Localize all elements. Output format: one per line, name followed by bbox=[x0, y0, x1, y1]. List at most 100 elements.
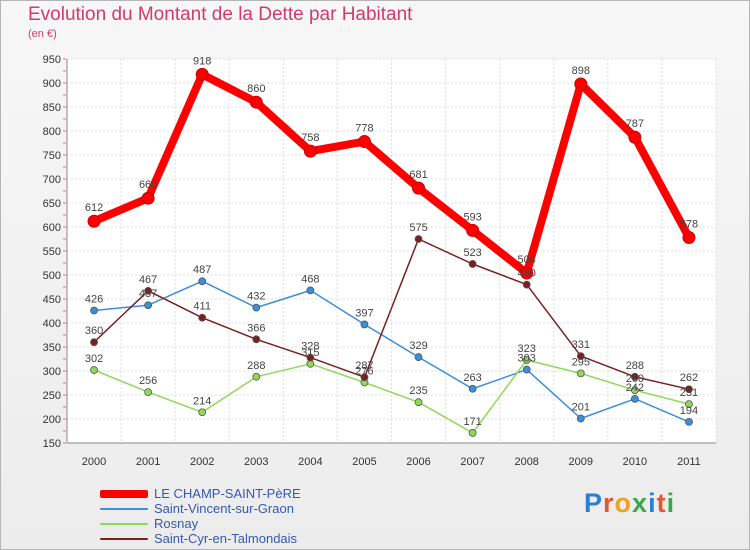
data-label: 276 bbox=[355, 366, 373, 378]
logo-letter: P bbox=[584, 488, 604, 518]
y-tick-label: 800 bbox=[43, 126, 61, 138]
data-label: 898 bbox=[572, 65, 590, 77]
legend-item: Saint-Cyr-en-Talmondais bbox=[100, 531, 301, 546]
data-label: 575 bbox=[409, 222, 427, 234]
data-label: 523 bbox=[463, 247, 481, 259]
data-label: 487 bbox=[193, 264, 211, 276]
x-tick-label: 2003 bbox=[244, 456, 268, 468]
series-point-3 bbox=[90, 338, 98, 347]
data-label: 918 bbox=[193, 55, 211, 67]
legend-item: Rosnay bbox=[100, 516, 301, 531]
data-label: 426 bbox=[85, 294, 103, 306]
series-point-0 bbox=[574, 77, 588, 91]
y-tick-label: 500 bbox=[43, 270, 61, 282]
series-point-3 bbox=[576, 352, 585, 361]
y-tick-label: 900 bbox=[43, 78, 61, 90]
series-point-1 bbox=[198, 277, 207, 286]
logo-letter: t bbox=[656, 488, 667, 518]
series-point-0 bbox=[141, 191, 155, 205]
data-label: 302 bbox=[85, 353, 103, 365]
series-line-0 bbox=[90, 70, 693, 278]
data-label: 612 bbox=[85, 202, 103, 214]
data-label: 328 bbox=[301, 341, 319, 353]
x-tick-label: 2000 bbox=[82, 456, 106, 468]
series-point-2 bbox=[198, 408, 207, 417]
y-tick-label: 550 bbox=[43, 246, 61, 258]
data-label: 504 bbox=[518, 254, 536, 266]
series-point-0 bbox=[466, 223, 480, 237]
x-tick-label: 2004 bbox=[298, 456, 322, 468]
logo-letter: i bbox=[666, 488, 676, 518]
data-label: 171 bbox=[463, 416, 481, 428]
series-point-3 bbox=[522, 280, 531, 289]
series-point-3 bbox=[360, 373, 369, 382]
y-tick-label: 950 bbox=[43, 54, 61, 66]
legend-item: Saint-Vincent-sur-Graon bbox=[100, 501, 301, 516]
logo-letter: i bbox=[648, 488, 657, 518]
x-tick-label: 2011 bbox=[677, 456, 701, 468]
y-tick-label: 850 bbox=[43, 102, 61, 114]
chart-title: Evolution du Montant de la Dette par Hab… bbox=[28, 4, 413, 25]
data-label: 480 bbox=[518, 268, 536, 280]
data-label: 263 bbox=[463, 372, 481, 384]
y-tick-label: 300 bbox=[43, 366, 61, 378]
series-point-2 bbox=[144, 388, 153, 397]
y-tick-label: 450 bbox=[43, 294, 61, 306]
logo-letter: r bbox=[603, 488, 615, 518]
data-label: 256 bbox=[139, 375, 157, 387]
x-tick-label: 2009 bbox=[569, 456, 593, 468]
y-tick-label: 650 bbox=[43, 198, 61, 210]
legend-label: Rosnay bbox=[154, 516, 199, 531]
chart-unit-label: (en €) bbox=[28, 28, 57, 40]
series-point-0 bbox=[249, 95, 263, 109]
series-point-2 bbox=[252, 372, 261, 381]
legend-swatch bbox=[100, 537, 148, 540]
x-tick-label: 2007 bbox=[460, 456, 484, 468]
data-label: 778 bbox=[355, 123, 373, 135]
series-point-1 bbox=[685, 417, 693, 426]
legend-swatch bbox=[100, 489, 148, 498]
y-tick-label: 200 bbox=[43, 414, 61, 426]
data-label: 331 bbox=[572, 339, 590, 351]
series-point-1 bbox=[90, 306, 98, 315]
data-label: 201 bbox=[572, 402, 590, 414]
series-point-0 bbox=[628, 130, 642, 144]
series-point-3 bbox=[414, 235, 423, 243]
data-label: 432 bbox=[247, 291, 265, 303]
series-point-0 bbox=[357, 135, 371, 149]
x-tick-label: 2008 bbox=[514, 456, 538, 468]
series-point-3 bbox=[198, 313, 207, 322]
data-label: 231 bbox=[680, 387, 698, 399]
series-point-0 bbox=[195, 67, 209, 81]
data-label: 323 bbox=[518, 343, 536, 355]
y-tick-label: 750 bbox=[43, 150, 61, 162]
proxiti-logo: Proxiti bbox=[584, 488, 675, 519]
x-tick-label: 2001 bbox=[136, 456, 160, 468]
series-point-2 bbox=[468, 429, 477, 437]
x-tick-label: 2005 bbox=[352, 456, 376, 468]
legend-label: Saint-Vincent-sur-Graon bbox=[154, 501, 294, 516]
series-line-1 bbox=[93, 280, 690, 423]
data-label: 295 bbox=[572, 356, 590, 368]
data-label: 360 bbox=[85, 325, 103, 337]
series-point-3 bbox=[468, 260, 477, 268]
y-tick-label: 150 bbox=[43, 438, 61, 450]
series-point-1 bbox=[576, 414, 585, 423]
y-tick-label: 700 bbox=[43, 174, 61, 186]
data-label: 288 bbox=[626, 360, 644, 372]
series-point-0 bbox=[520, 266, 534, 280]
data-label: 758 bbox=[301, 132, 319, 144]
data-label: 366 bbox=[247, 322, 265, 334]
series-point-2 bbox=[414, 398, 423, 407]
series-point-0 bbox=[87, 214, 101, 228]
series-point-1 bbox=[360, 320, 369, 329]
legend-label: LE CHAMP-SAINT-PèRE bbox=[154, 486, 301, 501]
series-point-1 bbox=[630, 394, 639, 403]
series-point-0 bbox=[682, 231, 696, 245]
data-label: 660 bbox=[139, 179, 157, 191]
series-point-2 bbox=[576, 369, 585, 378]
y-tick-label: 350 bbox=[43, 342, 61, 354]
data-label: 468 bbox=[301, 273, 319, 285]
y-tick-label: 400 bbox=[43, 318, 61, 330]
data-label: 860 bbox=[247, 83, 265, 95]
